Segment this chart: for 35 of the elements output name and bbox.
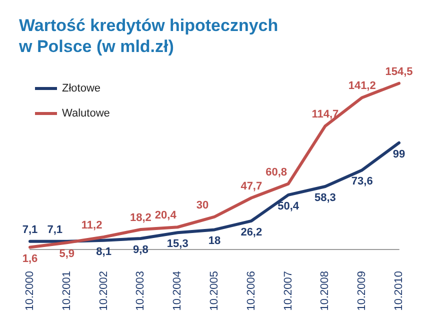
chart-title: Wartość kredytów hipotecznych w Polsce (w mld.zł) <box>18 16 283 56</box>
data-label: 15,3 <box>166 238 188 250</box>
data-label: 141,2 <box>348 80 376 92</box>
data-label: 50,4 <box>278 200 300 212</box>
x-tick-label: 10.2002 <box>98 271 110 311</box>
data-label: 5,9 <box>59 248 75 260</box>
legend-label: Złotowe <box>62 82 101 94</box>
x-tick-label: 10.2000 <box>24 271 36 311</box>
x-tick-label: 10.2001 <box>60 271 73 311</box>
x-tick-label: 10.2008 <box>319 271 332 311</box>
data-label: 26,2 <box>240 226 262 238</box>
data-label: 58,3 <box>314 192 336 204</box>
data-label: 18,2 <box>130 212 152 224</box>
x-tick-label: 10.2003 <box>134 271 147 311</box>
data-label: 73,6 <box>351 176 373 188</box>
data-label: 20,4 <box>154 210 178 222</box>
data-label: 1,6 <box>22 252 38 265</box>
data-label: 99 <box>392 148 406 160</box>
data-label: 18 <box>208 235 221 248</box>
data-label: 9,8 <box>133 244 148 256</box>
x-tick-label: 10.2004 <box>172 271 184 311</box>
data-label: 8,1 <box>96 246 112 258</box>
data-label: 47,7 <box>240 180 262 192</box>
data-label: 7,1 <box>47 224 63 236</box>
x-tick-label: 10.2006 <box>245 271 258 311</box>
x-tick-label: 10.2007 <box>282 271 294 311</box>
x-tick-label: 10.2009 <box>356 271 368 311</box>
data-label: 7,1 <box>22 224 38 236</box>
data-label: 60,8 <box>266 166 288 178</box>
x-tick-label: 10.2010 <box>393 271 405 311</box>
legend-label: Walutowe <box>62 108 110 120</box>
data-label: 30 <box>196 199 209 212</box>
data-label: 11,2 <box>81 219 102 232</box>
data-label: 154,5 <box>385 66 413 78</box>
x-tick-label: 10.2005 <box>208 271 220 311</box>
